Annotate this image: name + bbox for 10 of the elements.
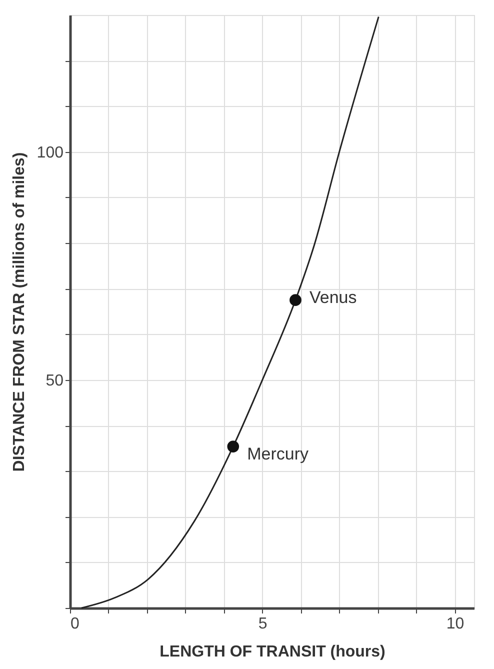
line-series [80,16,380,609]
y-tick-label: 100 [36,144,64,162]
y-axis-title: DISTANCE FROM STAR (millions of miles) [10,152,28,472]
series-label: Venus [309,288,357,308]
x-axis-title: LENGTH OF TRANSIT (hours) [160,644,386,660]
series-label: Mercury [247,444,310,464]
y-tick-label: 50 [46,372,64,390]
x-tick-label: 5 [258,616,268,632]
x-tick-label: 10 [446,616,464,632]
x-tick-label: 0 [70,616,80,632]
